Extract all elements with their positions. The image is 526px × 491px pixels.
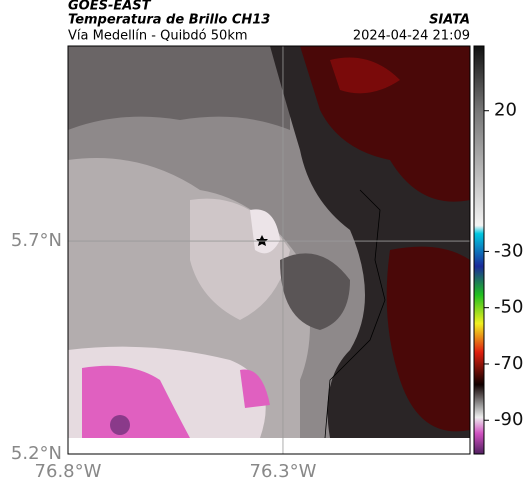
satellite-image [68, 46, 470, 454]
title: Temperatura de Brillo CH13 [68, 13, 270, 28]
colorbar-tick-label: -30 [494, 240, 523, 261]
timestamp: 2024-04-24 21:09 [353, 29, 470, 44]
map-frame [67, 45, 471, 455]
colorbar-tick-label: 20 [494, 100, 517, 121]
subtitle: Vía Medellín - Quibdó 50km [68, 29, 248, 44]
lon-tick-label: 76.3°W [250, 461, 317, 482]
lon-tick-label: 76.8°W [35, 461, 102, 482]
source: GOES-EAST [68, 0, 152, 14]
credit: SIATA [429, 13, 470, 28]
colorbar-tick-label: -90 [494, 409, 523, 430]
colorbar [473, 45, 485, 455]
colorbar-tick-label: -70 [494, 353, 523, 374]
lat-tick-label: 5.2°N [11, 443, 62, 464]
lat-tick-label: 5.7°N [11, 230, 62, 251]
colorbar-tick-label: -50 [494, 297, 523, 318]
